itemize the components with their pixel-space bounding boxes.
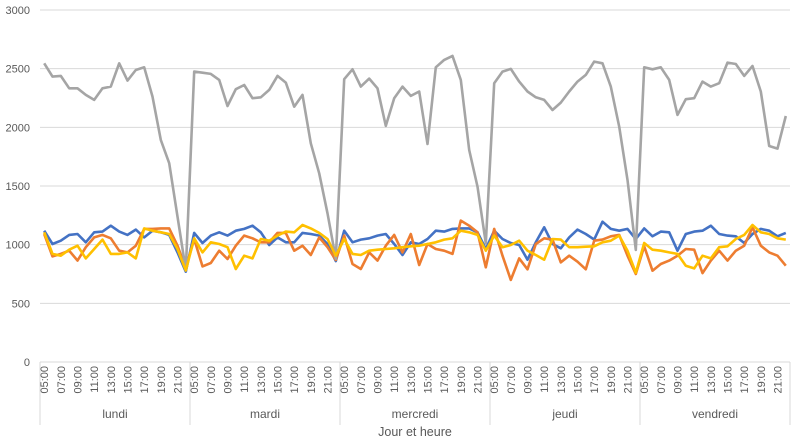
- hour-tick-label: 09:00: [223, 366, 235, 394]
- hour-tick-label: 19:00: [456, 366, 468, 394]
- hour-tick-label: 19:00: [606, 366, 618, 394]
- hour-tick-label: 15:00: [273, 366, 285, 394]
- series-line-2: [42, 219, 787, 282]
- hour-tick-label: 05:00: [189, 366, 201, 394]
- x-axis: 05:00 07:00 09:00 11:00 13:00 15:00 17:00 19:00…: [39, 361, 791, 425]
- hour-tick-label: 05:00: [639, 366, 651, 394]
- y-tick-label: 1000: [6, 240, 30, 252]
- hour-tick-label: 19:00: [756, 366, 768, 394]
- gridlines: [40, 9, 790, 304]
- hour-tick-label: 07:00: [356, 366, 368, 394]
- hour-tick-label: 21:00: [323, 366, 335, 394]
- hour-tick-label: 11:00: [389, 366, 401, 393]
- hour-tick-label: 17:00: [739, 366, 751, 394]
- day-label: mardi: [250, 407, 280, 421]
- hour-tick-label: 07:00: [656, 366, 668, 394]
- hour-tick-label: 09:00: [673, 366, 685, 394]
- y-tick-label: 2000: [6, 122, 30, 134]
- hour-tick-label: 11:00: [89, 366, 101, 393]
- hour-tick-label: 21:00: [473, 366, 485, 394]
- y-axis: 0 500 1000 1500 2000 2500 3000: [6, 5, 30, 369]
- hour-tick-label: 13:00: [406, 366, 418, 394]
- hour-tick-label: 21:00: [173, 366, 185, 394]
- hour-tick-label: 11:00: [539, 366, 551, 393]
- hour-tick-label: 05:00: [489, 366, 501, 394]
- hour-tick-label: 19:00: [306, 366, 318, 394]
- hour-tick-label: 05:00: [339, 366, 351, 394]
- y-tick-label: 3000: [6, 5, 30, 17]
- hour-tick-label: 07:00: [206, 366, 218, 394]
- hour-tick-label: 05:00: [39, 366, 51, 394]
- hour-tick-label: 13:00: [706, 366, 718, 394]
- y-tick-label: 1500: [6, 181, 30, 193]
- day-label: mercredi: [392, 407, 439, 421]
- hour-tick-label: 21:00: [773, 366, 785, 394]
- y-tick-label: 2500: [6, 64, 30, 76]
- hour-tick-label: 21:00: [623, 366, 635, 394]
- hour-tick-label: 17:00: [289, 366, 301, 394]
- y-tick-label: 500: [12, 298, 30, 310]
- hour-tick-label: 17:00: [439, 366, 451, 394]
- hour-tick-label: 15:00: [573, 366, 585, 394]
- series-lines: [42, 54, 788, 282]
- hour-tick-label: 09:00: [523, 366, 535, 394]
- series-line-3: [43, 54, 788, 272]
- hour-tick-label: 15:00: [723, 366, 735, 394]
- hour-tick-label: 17:00: [139, 366, 151, 394]
- hour-tick-label: 11:00: [239, 366, 251, 393]
- hour-tick-label: 11:00: [689, 366, 701, 393]
- hour-tick-label: 13:00: [256, 366, 268, 394]
- hour-tick-label: 09:00: [373, 366, 385, 394]
- y-tick-label: 0: [24, 357, 30, 369]
- hour-tick-label: 13:00: [556, 366, 568, 394]
- day-label: jeudi: [551, 407, 577, 421]
- hour-tick-label: 15:00: [123, 366, 135, 394]
- hour-tick-label: 07:00: [506, 366, 518, 394]
- hour-tick-label: 07:00: [56, 366, 68, 394]
- day-label: lundi: [102, 407, 127, 421]
- series-line-4: [42, 223, 787, 275]
- hour-tick-label: 13:00: [106, 366, 118, 394]
- hour-tick-label: 15:00: [423, 366, 435, 394]
- hour-tick-label: 19:00: [156, 366, 168, 394]
- x-axis-title: Jour et heure: [378, 425, 452, 439]
- hour-tick-label: 09:00: [73, 366, 85, 394]
- day-label: vendredi: [692, 407, 738, 421]
- hour-tick-label: 17:00: [589, 366, 601, 394]
